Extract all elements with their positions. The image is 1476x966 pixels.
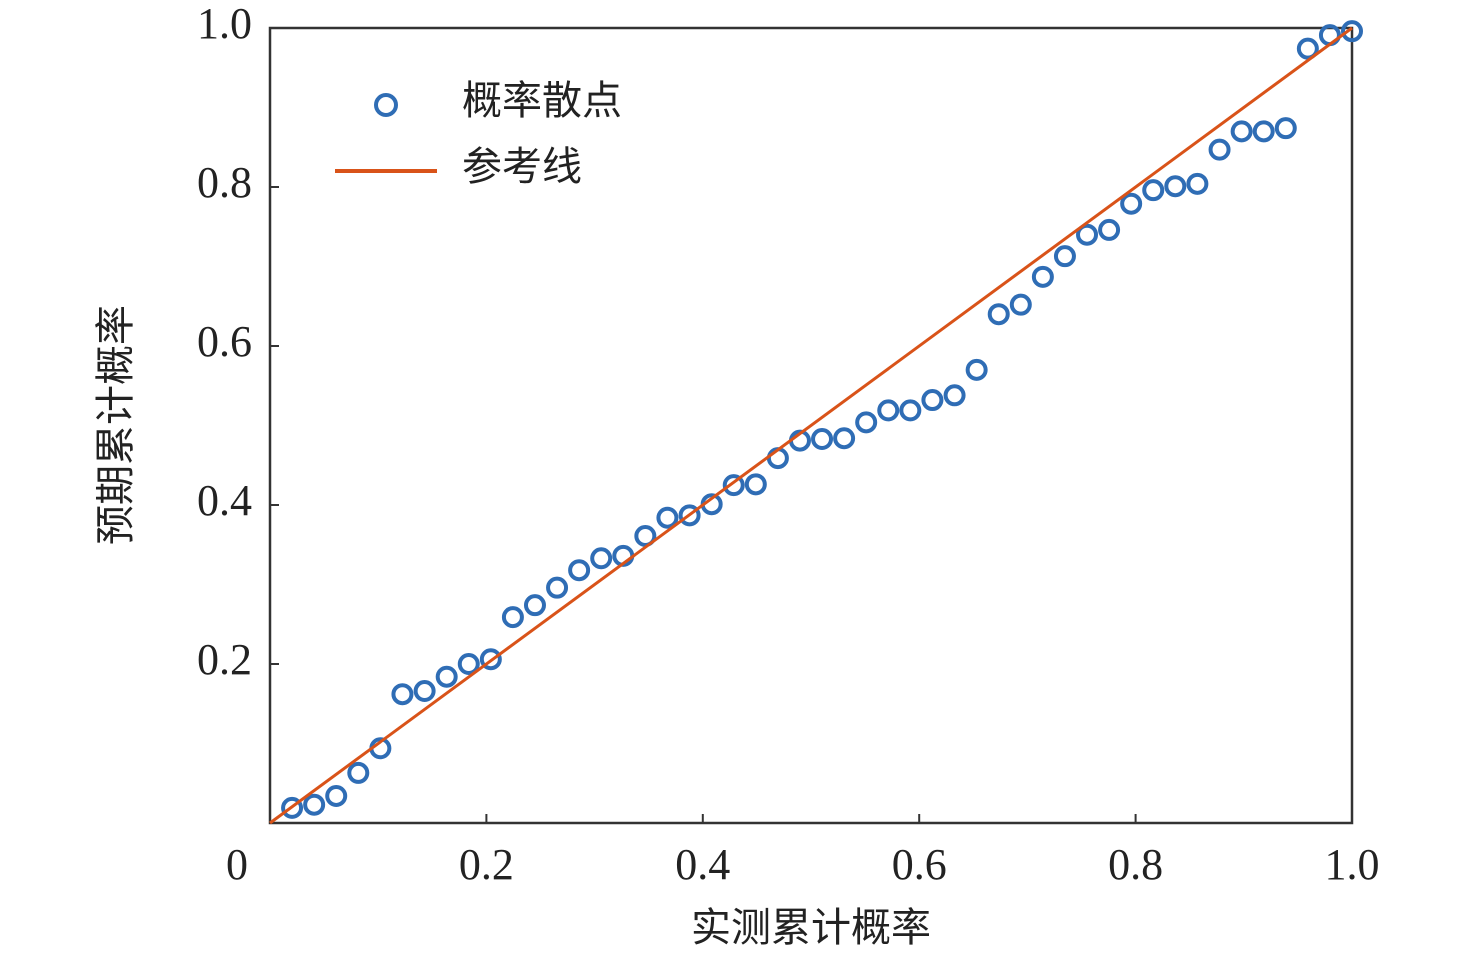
scatter-point	[1252, 120, 1275, 143]
scatter-point	[965, 358, 988, 381]
y-tick-label: 0.2	[197, 635, 252, 684]
scatter-point	[1230, 120, 1253, 143]
scatter-point	[877, 399, 900, 422]
scatter-point	[811, 428, 834, 451]
scatter-point	[413, 680, 436, 703]
scatter-point	[744, 473, 767, 496]
x-tick-label: 0.4	[675, 840, 730, 889]
scatter-point	[921, 389, 944, 412]
reference-line	[269, 26, 1353, 825]
x-tick-label: 0	[226, 840, 248, 889]
scatter-point	[855, 411, 878, 434]
scatter-point	[634, 525, 657, 548]
scatter-point	[325, 784, 348, 807]
scatter-point	[347, 761, 370, 784]
scatter-point	[987, 303, 1010, 326]
scatter-point	[1341, 20, 1363, 43]
scatter-point	[722, 474, 745, 497]
scatter-point	[1031, 265, 1054, 288]
scatter-point	[943, 384, 966, 407]
scatter-point	[1009, 293, 1032, 316]
scatter-point	[568, 559, 591, 582]
scatter-point	[501, 606, 524, 629]
legend-label: 概率散点	[462, 78, 622, 123]
scatter-point	[1120, 192, 1143, 215]
scatter-point	[656, 506, 679, 529]
scatter-point	[1274, 117, 1297, 140]
y-tick-label: 0.8	[197, 158, 252, 207]
scatter-point	[1076, 223, 1099, 246]
x-axis-label: 实测累计概率	[691, 905, 931, 950]
scatter-point	[1208, 138, 1231, 161]
y-tick-label: 0.6	[197, 317, 252, 366]
scatter-point	[303, 793, 326, 816]
plot-frame	[268, 26, 1354, 825]
scatter-point	[1186, 172, 1209, 195]
scatter-point	[457, 653, 480, 675]
scatter-point	[678, 504, 701, 527]
scatter-point	[391, 683, 414, 706]
scatter-point	[435, 665, 458, 688]
scatter-point	[546, 576, 569, 599]
legend-marker	[374, 93, 398, 117]
scatter-point	[766, 447, 789, 470]
x-tick-label: 0.2	[459, 840, 514, 889]
scatter-point	[1098, 218, 1121, 241]
x-tick-label: 1.0	[1325, 840, 1380, 889]
scatter-point	[1296, 37, 1319, 60]
scatter-point	[281, 796, 304, 819]
scatter-point	[833, 427, 856, 450]
y-axis-label: 预期累计概率	[93, 305, 138, 545]
scatter-point	[1164, 175, 1187, 198]
scatter-point	[899, 399, 922, 422]
scatter-point	[1142, 179, 1165, 202]
y-tick-label: 1.0	[197, 0, 252, 48]
scatter-point	[1053, 245, 1076, 268]
x-tick-label: 0.8	[1108, 840, 1163, 889]
scatter-point	[479, 648, 502, 671]
scatter-point	[523, 594, 546, 617]
legend-label: 参考线	[462, 144, 582, 189]
scatter-point	[590, 547, 613, 570]
y-tick-label: 0.4	[197, 476, 252, 525]
x-tick-label: 0.6	[892, 840, 947, 889]
